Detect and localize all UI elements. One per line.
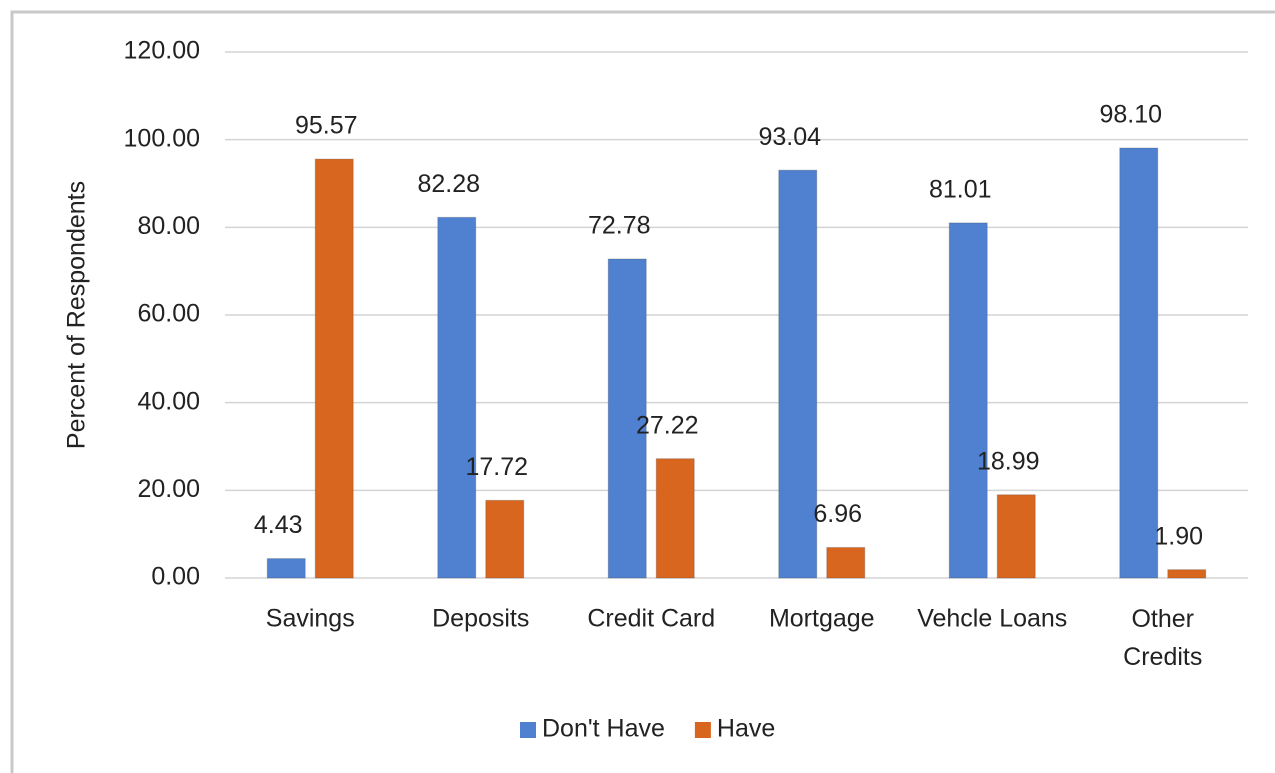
y-tick-label: 100.00: [124, 124, 200, 152]
bar: [778, 169, 818, 579]
data-label: 1.90: [1154, 522, 1203, 550]
bar: [437, 216, 477, 579]
bar: [485, 499, 525, 579]
data-label: 98.10: [1099, 101, 1162, 129]
legend-label: Don't Have: [542, 715, 665, 743]
y-tick-label: 40.00: [137, 387, 200, 415]
data-label: 72.78: [588, 212, 651, 240]
data-label: 27.22: [636, 411, 699, 439]
bar: [314, 158, 354, 579]
bar: [826, 546, 866, 579]
chart-frame: [10, 10, 1275, 773]
bar: [1119, 147, 1159, 579]
bar: [655, 458, 695, 579]
x-tick-label: Deposits: [432, 605, 529, 633]
y-tick-label: 80.00: [137, 212, 200, 240]
data-label: 93.04: [758, 123, 821, 151]
bar: [1167, 569, 1207, 579]
data-label: 95.57: [295, 112, 358, 140]
data-label: 4.43: [254, 511, 303, 539]
bar: [996, 494, 1036, 579]
data-label: 17.72: [465, 453, 528, 481]
data-label: 81.01: [929, 176, 992, 204]
x-tick-label: Mortgage: [769, 605, 875, 633]
y-tick-label: 0.00: [151, 563, 200, 591]
x-tick-label: Savings: [266, 605, 355, 633]
legend-label: Have: [717, 715, 775, 743]
data-label: 82.28: [417, 170, 480, 198]
bar: [266, 558, 306, 579]
bar: [607, 258, 647, 579]
x-tick-label: Credit Card: [587, 605, 715, 633]
data-label: 6.96: [813, 500, 862, 528]
legend-swatch: [694, 722, 711, 738]
x-tick-label: Other Credits: [1123, 605, 1202, 671]
y-tick-label: 120.00: [124, 37, 200, 65]
legend-swatch: [520, 722, 536, 738]
y-tick-label: 20.00: [137, 475, 200, 503]
x-tick-label: Vehcle Loans: [917, 605, 1067, 633]
data-label: 18.99: [977, 447, 1040, 475]
bar: [948, 222, 988, 579]
y-tick-label: 60.00: [137, 300, 200, 328]
y-axis-label: Percent of Respondents: [63, 181, 91, 449]
